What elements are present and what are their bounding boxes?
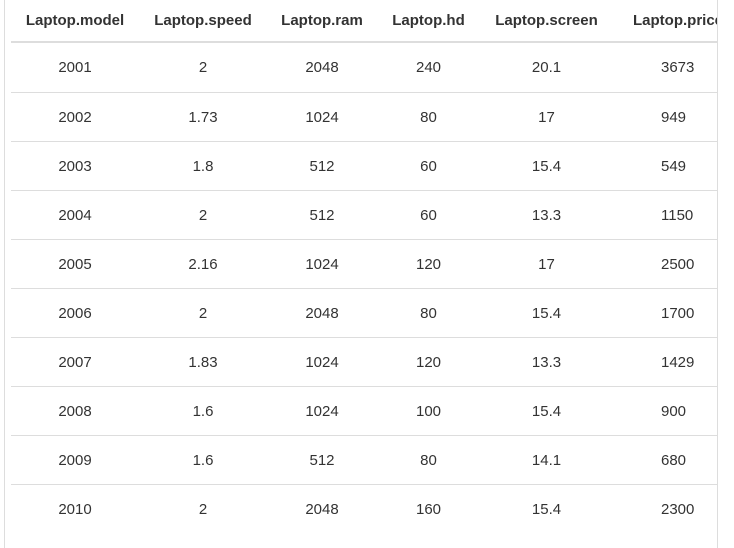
- cell-price: 1700: [613, 288, 717, 338]
- cell-model: 2003: [11, 141, 139, 191]
- cell-screen: 13.3: [480, 337, 613, 387]
- laptop-table: Laptop.model Laptop.speed Laptop.ram Lap…: [11, 0, 717, 533]
- cell-model: 2004: [11, 190, 139, 240]
- table-body: 2001 2 2048 240 20.1 3673 2002 1.73 1024 80 17 949 2…: [11, 42, 717, 533]
- cell-speed: 2: [198, 59, 208, 76]
- cell-model: 2008: [11, 386, 139, 436]
- cell-speed: 1.73: [139, 92, 267, 142]
- table-row: 2009 1.6 512 80 14.1 680: [11, 435, 717, 485]
- table-row: 2008 1.6 1024 100 15.4 900: [11, 386, 717, 436]
- cell-hd: 80: [377, 92, 480, 142]
- cell-speed: 2: [139, 288, 267, 338]
- cell-ram: 512: [267, 190, 377, 240]
- cell-price: 900: [613, 386, 717, 436]
- table-row: 2006 2 2048 80 15.4 1700: [11, 288, 717, 338]
- cell-ram: 2048: [267, 288, 377, 338]
- cell-ram: 512: [267, 141, 377, 191]
- cell-model: 2002: [11, 92, 139, 142]
- cell-ram: 1024: [267, 239, 377, 289]
- table-header: Laptop.model Laptop.speed Laptop.ram Lap…: [11, 0, 717, 43]
- table-row: 2003 1.8 512 60 15.4 549: [11, 141, 717, 191]
- cell-ram: 2048: [305, 59, 339, 76]
- cell-speed: 1.8: [139, 141, 267, 191]
- cell-ram: 2048: [267, 484, 377, 533]
- cell-hd: 80: [377, 435, 480, 485]
- column-header-price[interactable]: Laptop.price: [613, 0, 717, 43]
- cell-price: 949: [613, 92, 717, 142]
- column-header-screen[interactable]: Laptop.screen: [480, 0, 613, 43]
- cell-model: 2005: [11, 239, 139, 289]
- cell-speed: 1.6: [139, 386, 267, 436]
- cell-hd: 240: [415, 59, 442, 76]
- cell-price: 2500: [613, 239, 717, 289]
- cell-ram: 1024: [267, 337, 377, 387]
- header-row: Laptop.model Laptop.speed Laptop.ram Lap…: [11, 0, 717, 43]
- cell-hd: 160: [377, 484, 480, 533]
- cell-speed: 2: [139, 484, 267, 533]
- cell-model: 2001: [58, 59, 92, 76]
- table-row: 2010 2 2048 160 15.4 2300: [11, 484, 717, 533]
- cell-screen: 17: [480, 92, 613, 142]
- cell-price: 3673: [661, 59, 695, 76]
- cell-price: 680: [613, 435, 717, 485]
- cell-price: 549: [613, 141, 717, 191]
- table-row: 2007 1.83 1024 120 13.3 1429: [11, 337, 717, 387]
- cell-speed: 1.83: [139, 337, 267, 387]
- cell-speed: 1.6: [139, 435, 267, 485]
- table-scroll-area[interactable]: Laptop.model Laptop.speed Laptop.ram Lap…: [5, 0, 717, 548]
- cell-ram: 1024: [267, 386, 377, 436]
- cell-model: 2010: [11, 484, 139, 533]
- cell-price: 2300: [613, 484, 717, 533]
- cell-hd: 120: [377, 239, 480, 289]
- cell-screen: 15.4: [480, 484, 613, 533]
- table-frame: Laptop.model Laptop.speed Laptop.ram Lap…: [4, 0, 718, 548]
- column-header-speed[interactable]: Laptop.speed: [139, 0, 267, 43]
- cell-hd: 60: [377, 141, 480, 191]
- cell-hd: 60: [377, 190, 480, 240]
- cell-screen: 14.1: [480, 435, 613, 485]
- table-row: 2004 2 512 60 13.3 1150: [11, 190, 717, 240]
- table-row: 2002 1.73 1024 80 17 949: [11, 92, 717, 142]
- cell-ram: 512: [267, 435, 377, 485]
- cell-screen: 17: [480, 239, 613, 289]
- table-row: 2001 2 2048 240 20.1 3673: [11, 42, 717, 93]
- table-row: 2005 2.16 1024 120 17 2500: [11, 239, 717, 289]
- cell-hd: 120: [377, 337, 480, 387]
- cell-hd: 80: [377, 288, 480, 338]
- cell-model: 2007: [11, 337, 139, 387]
- column-header-hd[interactable]: Laptop.hd: [377, 0, 480, 43]
- cell-hd: 100: [377, 386, 480, 436]
- column-header-ram[interactable]: Laptop.ram: [267, 0, 377, 43]
- cell-price: 1150: [613, 190, 717, 240]
- cell-speed: 2.16: [139, 239, 267, 289]
- cell-screen: 15.4: [480, 288, 613, 338]
- cell-ram: 1024: [267, 92, 377, 142]
- column-header-model[interactable]: Laptop.model: [11, 0, 139, 43]
- cell-price: 1429: [613, 337, 717, 387]
- cell-screen: 15.4: [480, 141, 613, 191]
- cell-screen: 15.4: [480, 386, 613, 436]
- cell-speed: 2: [139, 190, 267, 240]
- cell-screen: 13.3: [480, 190, 613, 240]
- cell-screen: 20.1: [531, 59, 562, 76]
- cell-model: 2006: [11, 288, 139, 338]
- cell-model: 2009: [11, 435, 139, 485]
